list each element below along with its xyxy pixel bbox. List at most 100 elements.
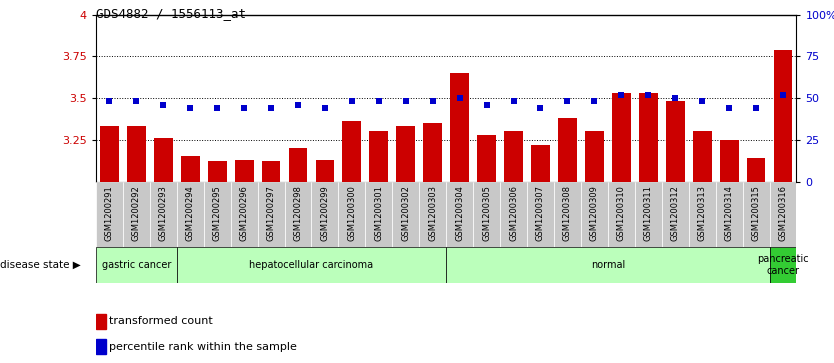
Text: GSM1200301: GSM1200301	[374, 185, 384, 241]
Text: GSM1200309: GSM1200309	[590, 185, 599, 241]
Bar	[720, 140, 739, 182]
Point	[453, 95, 466, 101]
Bar	[289, 148, 308, 182]
Bar	[339, 182, 365, 247]
Bar	[473, 182, 500, 247]
Text: GSM1200295: GSM1200295	[213, 185, 222, 241]
Point	[588, 98, 601, 104]
Bar	[504, 131, 523, 182]
Bar	[639, 93, 658, 182]
Text: GSM1200294: GSM1200294	[186, 185, 194, 241]
Text: disease state ▶: disease state ▶	[0, 260, 81, 270]
Point	[291, 102, 304, 107]
Bar	[666, 101, 685, 182]
Point	[399, 98, 413, 104]
Bar	[446, 247, 770, 283]
Bar	[742, 182, 770, 247]
Bar	[477, 135, 496, 182]
Bar	[181, 156, 199, 182]
Bar	[500, 182, 527, 247]
Bar	[774, 50, 792, 182]
Bar	[661, 182, 689, 247]
Bar	[100, 126, 118, 182]
Bar	[554, 182, 581, 247]
Bar	[150, 182, 177, 247]
Bar	[608, 182, 635, 247]
Text: GSM1200300: GSM1200300	[348, 185, 356, 241]
Point	[264, 105, 278, 111]
Text: GSM1200313: GSM1200313	[698, 185, 706, 241]
Point	[103, 98, 116, 104]
Bar	[396, 126, 415, 182]
Text: normal: normal	[590, 260, 625, 270]
Bar	[446, 182, 473, 247]
Bar	[96, 182, 123, 247]
Text: GSM1200315: GSM1200315	[751, 185, 761, 241]
Point	[426, 98, 440, 104]
Bar	[369, 131, 389, 182]
Bar	[311, 182, 339, 247]
Text: GSM1200307: GSM1200307	[536, 185, 545, 241]
Bar	[424, 123, 442, 182]
Point	[210, 105, 224, 111]
Point	[534, 105, 547, 111]
Point	[507, 98, 520, 104]
Bar	[231, 182, 258, 247]
Bar	[127, 126, 146, 182]
Text: transformed count: transformed count	[108, 316, 213, 326]
Text: GSM1200302: GSM1200302	[401, 185, 410, 241]
Text: GSM1200293: GSM1200293	[158, 185, 168, 241]
Point	[480, 102, 493, 107]
Text: hepatocellular carcinoma: hepatocellular carcinoma	[249, 260, 374, 270]
Bar	[635, 182, 661, 247]
Bar	[177, 182, 203, 247]
Text: GSM1200316: GSM1200316	[778, 185, 787, 241]
Bar	[153, 138, 173, 182]
Text: GSM1200311: GSM1200311	[644, 185, 653, 241]
Bar	[96, 247, 177, 283]
Bar	[770, 182, 796, 247]
Bar	[96, 314, 106, 329]
Point	[750, 105, 763, 111]
Text: GSM1200292: GSM1200292	[132, 185, 141, 241]
Text: pancreatic
cancer: pancreatic cancer	[757, 254, 809, 276]
Point	[157, 102, 170, 107]
Bar	[689, 182, 716, 247]
Bar	[258, 182, 284, 247]
Bar	[392, 182, 420, 247]
Point	[669, 95, 682, 101]
Bar	[315, 160, 334, 182]
Text: GDS4882 / 1556113_at: GDS4882 / 1556113_at	[96, 7, 246, 20]
Point	[183, 105, 197, 111]
Point	[238, 105, 251, 111]
Text: GSM1200310: GSM1200310	[617, 185, 626, 241]
Bar	[527, 182, 554, 247]
Text: GSM1200297: GSM1200297	[267, 185, 275, 241]
Bar	[746, 158, 766, 182]
Point	[345, 98, 359, 104]
Text: GSM1200299: GSM1200299	[320, 185, 329, 241]
Point	[696, 98, 709, 104]
Text: GSM1200298: GSM1200298	[294, 185, 303, 241]
Bar	[343, 121, 361, 182]
Bar	[716, 182, 742, 247]
Text: GSM1200306: GSM1200306	[509, 185, 518, 241]
Bar	[558, 118, 577, 182]
Text: GSM1200291: GSM1200291	[105, 185, 114, 241]
Text: GSM1200305: GSM1200305	[482, 185, 491, 241]
Bar	[531, 145, 550, 182]
Text: GSM1200304: GSM1200304	[455, 185, 465, 241]
Text: GSM1200308: GSM1200308	[563, 185, 572, 241]
Text: percentile rank within the sample: percentile rank within the sample	[108, 342, 296, 352]
Bar	[420, 182, 446, 247]
Point	[560, 98, 574, 104]
Bar	[123, 182, 150, 247]
Text: GSM1200296: GSM1200296	[239, 185, 249, 241]
Point	[615, 92, 628, 98]
Text: GSM1200303: GSM1200303	[428, 185, 437, 241]
Point	[776, 92, 790, 98]
Text: GSM1200314: GSM1200314	[725, 185, 734, 241]
Bar	[365, 182, 392, 247]
Point	[319, 105, 332, 111]
Bar	[96, 339, 106, 354]
